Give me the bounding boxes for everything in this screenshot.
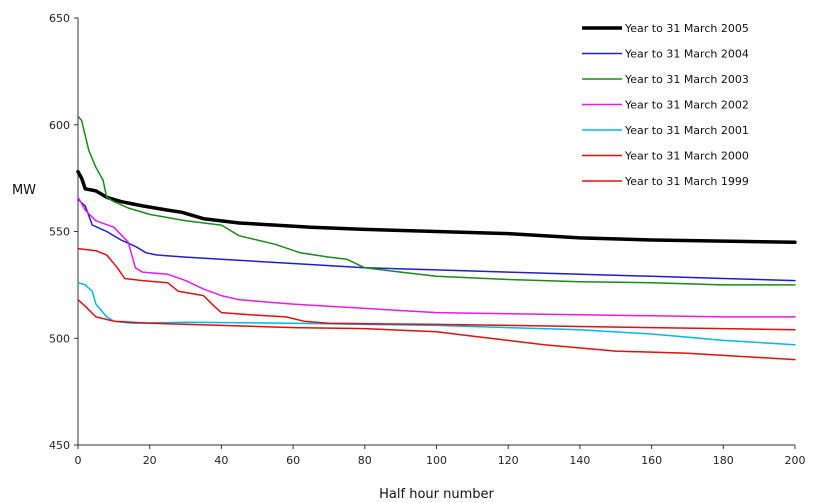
y-tick-label: 500 xyxy=(49,332,70,345)
series-group xyxy=(76,115,797,361)
y-tick-label: 600 xyxy=(49,119,70,132)
series-line-3 xyxy=(77,115,796,286)
x-tick-label: 180 xyxy=(713,454,734,467)
x-tick-label: 100 xyxy=(426,454,447,467)
x-tick-label: 80 xyxy=(358,454,372,467)
legend-label-2: Year to 31 March 2004 xyxy=(624,48,749,61)
series-line-1 xyxy=(76,169,797,244)
y-tick-label: 550 xyxy=(49,226,70,239)
x-tick-label: 60 xyxy=(286,454,300,467)
x-tick-group: 0 20 40 60 80 100 120 140 160 180 200 xyxy=(75,445,806,467)
x-tick-label: 200 xyxy=(785,454,806,467)
legend: Year to 31 March 2005 Year to 31 March 20… xyxy=(582,22,749,188)
series-line-4 xyxy=(77,196,796,318)
y-axis-label: MW xyxy=(12,183,36,198)
legend-label-4: Year to 31 March 2002 xyxy=(624,99,749,112)
legend-label-7: Year to 31 March 1999 xyxy=(624,175,749,188)
series-line-2 xyxy=(77,198,796,282)
x-axis-label: Half hour number xyxy=(379,487,494,502)
x-tick-label: 20 xyxy=(143,454,157,467)
y-tick-label: 450 xyxy=(49,439,70,452)
legend-label-1: Year to 31 March 2005 xyxy=(624,22,749,35)
x-tick-label: 140 xyxy=(569,454,590,467)
x-tick-label: 120 xyxy=(498,454,519,467)
x-tick-label: 0 xyxy=(75,454,82,467)
x-tick-label: 160 xyxy=(641,454,662,467)
legend-label-5: Year to 31 March 2001 xyxy=(624,124,749,137)
x-tick-label: 40 xyxy=(214,454,228,467)
legend-label-3: Year to 31 March 2003 xyxy=(624,73,749,86)
y-tick-group: 450 500 550 600 650 xyxy=(49,12,78,452)
series-line-5 xyxy=(77,281,796,346)
series-line-7 xyxy=(77,299,796,361)
y-tick-label: 650 xyxy=(49,12,70,25)
legend-label-6: Year to 31 March 2000 xyxy=(624,150,749,163)
series-line-6 xyxy=(77,247,796,331)
